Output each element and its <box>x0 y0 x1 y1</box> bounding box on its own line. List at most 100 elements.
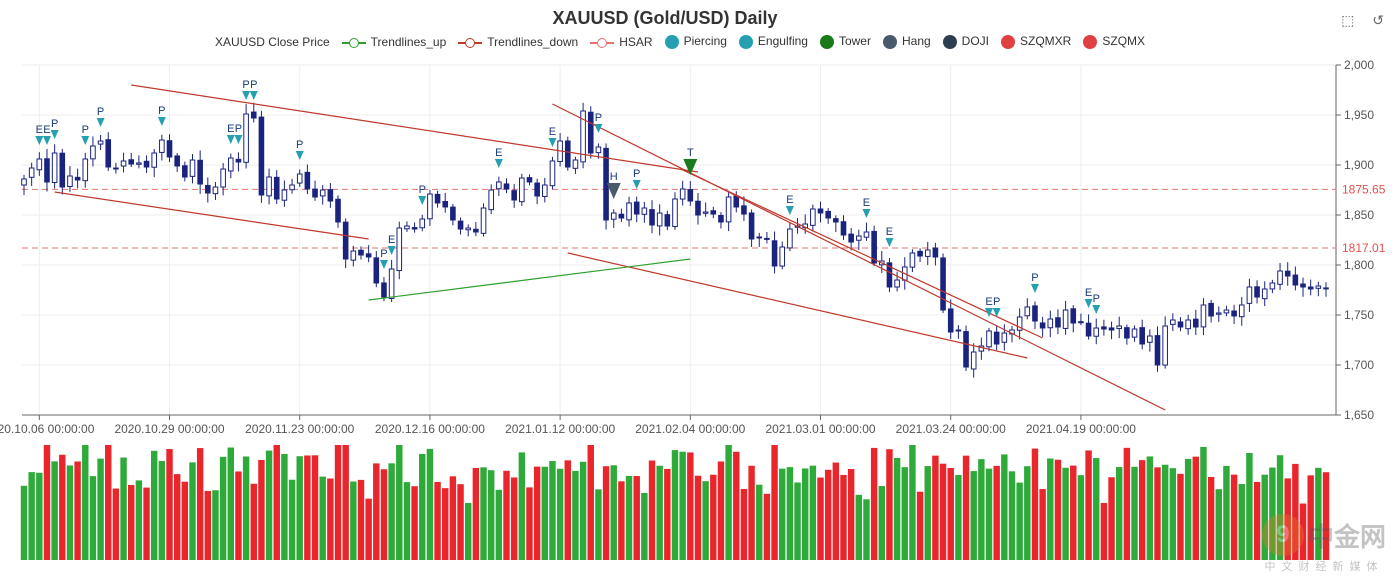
legend-item[interactable]: SZQMX <box>1083 34 1145 50</box>
volume-bar <box>59 454 66 560</box>
volume-bar <box>763 493 771 560</box>
legend-item[interactable]: Piercing <box>664 34 727 50</box>
volume-bar <box>1253 481 1261 560</box>
legend-marker-icon <box>819 35 834 50</box>
candle-body <box>764 237 770 240</box>
candle-body <box>511 190 517 201</box>
volume-bar <box>1093 458 1100 560</box>
y-tick-label: 1,950 <box>1344 108 1374 122</box>
pattern-marker-icon <box>594 124 603 133</box>
volume-bar <box>1039 489 1046 560</box>
legend-item[interactable]: Tower <box>819 34 871 50</box>
candle-body <box>649 209 655 226</box>
candle-body <box>166 140 173 158</box>
volume-bar <box>196 448 204 560</box>
legend-marker-icon <box>1083 35 1098 50</box>
pattern-marker-icon <box>548 138 557 147</box>
volume-bar <box>365 498 372 560</box>
candle-body <box>358 249 364 256</box>
volume-bar <box>373 463 380 560</box>
legend-item[interactable]: HSAR <box>590 35 653 49</box>
candle-body <box>1238 304 1245 318</box>
volume-bar <box>756 484 763 560</box>
pattern-marker-icon <box>418 196 427 205</box>
volume-bar <box>166 449 173 560</box>
volume-bar <box>1169 468 1177 560</box>
volume-bar <box>503 470 510 560</box>
pattern-label: P <box>993 296 1000 308</box>
volume-bar <box>426 448 434 560</box>
volume-bar <box>173 474 181 560</box>
legend-label: Piercing <box>683 34 727 49</box>
volume-bar <box>564 460 571 560</box>
candle-body <box>840 221 847 236</box>
volume-bar <box>1261 474 1268 560</box>
x-tick-label: 2021.04.19 00:00:00 <box>1026 422 1136 436</box>
candle-body <box>779 246 786 267</box>
legend-item[interactable]: SZQMXR <box>1001 34 1071 50</box>
volume-bar <box>304 455 311 560</box>
volume-bar <box>189 462 196 560</box>
candle-body <box>28 167 35 178</box>
legend-label: Trendlines_up <box>370 34 447 49</box>
volume-bar <box>1146 456 1154 560</box>
volume-bar <box>978 459 985 560</box>
trendline-down <box>567 252 1028 359</box>
candle-body <box>702 211 709 214</box>
volume-bar <box>916 491 924 560</box>
legend-item[interactable]: Hang <box>882 34 931 50</box>
volume-bar <box>143 487 150 560</box>
candle-body <box>1215 312 1222 315</box>
candle-body <box>564 140 571 168</box>
volume-bar <box>28 472 35 560</box>
legend-item[interactable]: DOJI <box>942 34 989 50</box>
zoom-box-icon[interactable]: ⬚ <box>1341 12 1355 28</box>
candle-body <box>924 249 931 257</box>
volume-bar <box>1177 473 1184 560</box>
volume-bar <box>357 479 365 560</box>
y-tick-label: 1,800 <box>1344 258 1374 272</box>
volume-bar <box>909 445 916 560</box>
volume-bar <box>1108 477 1115 560</box>
candle-body <box>1039 322 1046 329</box>
candle-body <box>480 207 487 234</box>
volume-bar <box>579 461 587 560</box>
legend-item[interactable]: XAUUSD Close Price <box>215 35 330 49</box>
candle-body <box>1246 286 1253 304</box>
legend-item[interactable]: Engulfing <box>738 34 808 50</box>
restore-icon[interactable]: ↺ <box>1372 12 1384 28</box>
chart-toolbox: ⬚ ↺ <box>1327 12 1384 29</box>
volume-bar <box>1008 471 1016 560</box>
volume-bar <box>1115 467 1123 560</box>
volume-bar <box>878 486 886 560</box>
pattern-label: P <box>1031 272 1038 284</box>
candle-body <box>1139 327 1145 345</box>
candle-body <box>993 331 1000 345</box>
pattern-label: E <box>227 123 234 135</box>
chart-legend: XAUUSD Close Price Trendlines_up Trendline… <box>0 34 1360 50</box>
legend-item[interactable]: Trendlines_down <box>458 35 578 49</box>
candle-body <box>733 195 740 208</box>
candle-body <box>21 178 27 186</box>
candle-body <box>143 160 150 168</box>
volume-bar <box>1230 474 1238 560</box>
volume-bar <box>847 469 855 560</box>
legend-item[interactable]: Trendlines_up <box>341 34 447 49</box>
volume-bar <box>533 466 541 560</box>
y-tick-label: 1,700 <box>1344 358 1374 372</box>
volume-bar <box>1200 446 1207 560</box>
volume-bar <box>549 461 556 560</box>
volume-bar <box>556 468 564 560</box>
pattern-label: E <box>495 147 502 159</box>
volume-bar <box>817 477 824 560</box>
candle-body <box>672 198 678 227</box>
volume-bar <box>932 455 939 560</box>
volume-bar <box>1054 459 1062 560</box>
volume-bar <box>1138 460 1146 560</box>
pattern-label: P <box>380 248 387 260</box>
legend-label: Hang <box>901 34 931 49</box>
volume-bar <box>20 485 28 560</box>
x-tick-label: 2020.11.23 00:00:00 <box>245 422 355 436</box>
candle-body <box>434 193 441 204</box>
